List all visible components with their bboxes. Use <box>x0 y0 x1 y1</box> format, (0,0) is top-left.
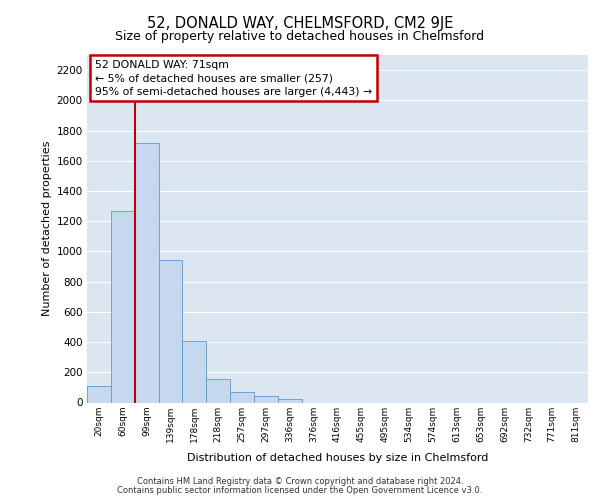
Bar <box>111 210 135 402</box>
Y-axis label: Number of detached properties: Number of detached properties <box>43 141 52 316</box>
Bar <box>87 386 111 402</box>
Text: Contains public sector information licensed under the Open Government Licence v3: Contains public sector information licen… <box>118 486 482 495</box>
Bar <box>206 379 230 402</box>
Bar <box>158 260 182 402</box>
Bar <box>182 340 206 402</box>
Bar <box>254 396 278 402</box>
Bar <box>278 398 302 402</box>
Text: 52 DONALD WAY: 71sqm
← 5% of detached houses are smaller (257)
95% of semi-detac: 52 DONALD WAY: 71sqm ← 5% of detached ho… <box>95 60 371 96</box>
Text: Contains HM Land Registry data © Crown copyright and database right 2024.: Contains HM Land Registry data © Crown c… <box>137 477 463 486</box>
Bar <box>230 392 254 402</box>
Bar <box>135 142 158 402</box>
X-axis label: Distribution of detached houses by size in Chelmsford: Distribution of detached houses by size … <box>187 453 488 463</box>
Text: Size of property relative to detached houses in Chelmsford: Size of property relative to detached ho… <box>115 30 485 43</box>
Text: 52, DONALD WAY, CHELMSFORD, CM2 9JE: 52, DONALD WAY, CHELMSFORD, CM2 9JE <box>147 16 453 31</box>
